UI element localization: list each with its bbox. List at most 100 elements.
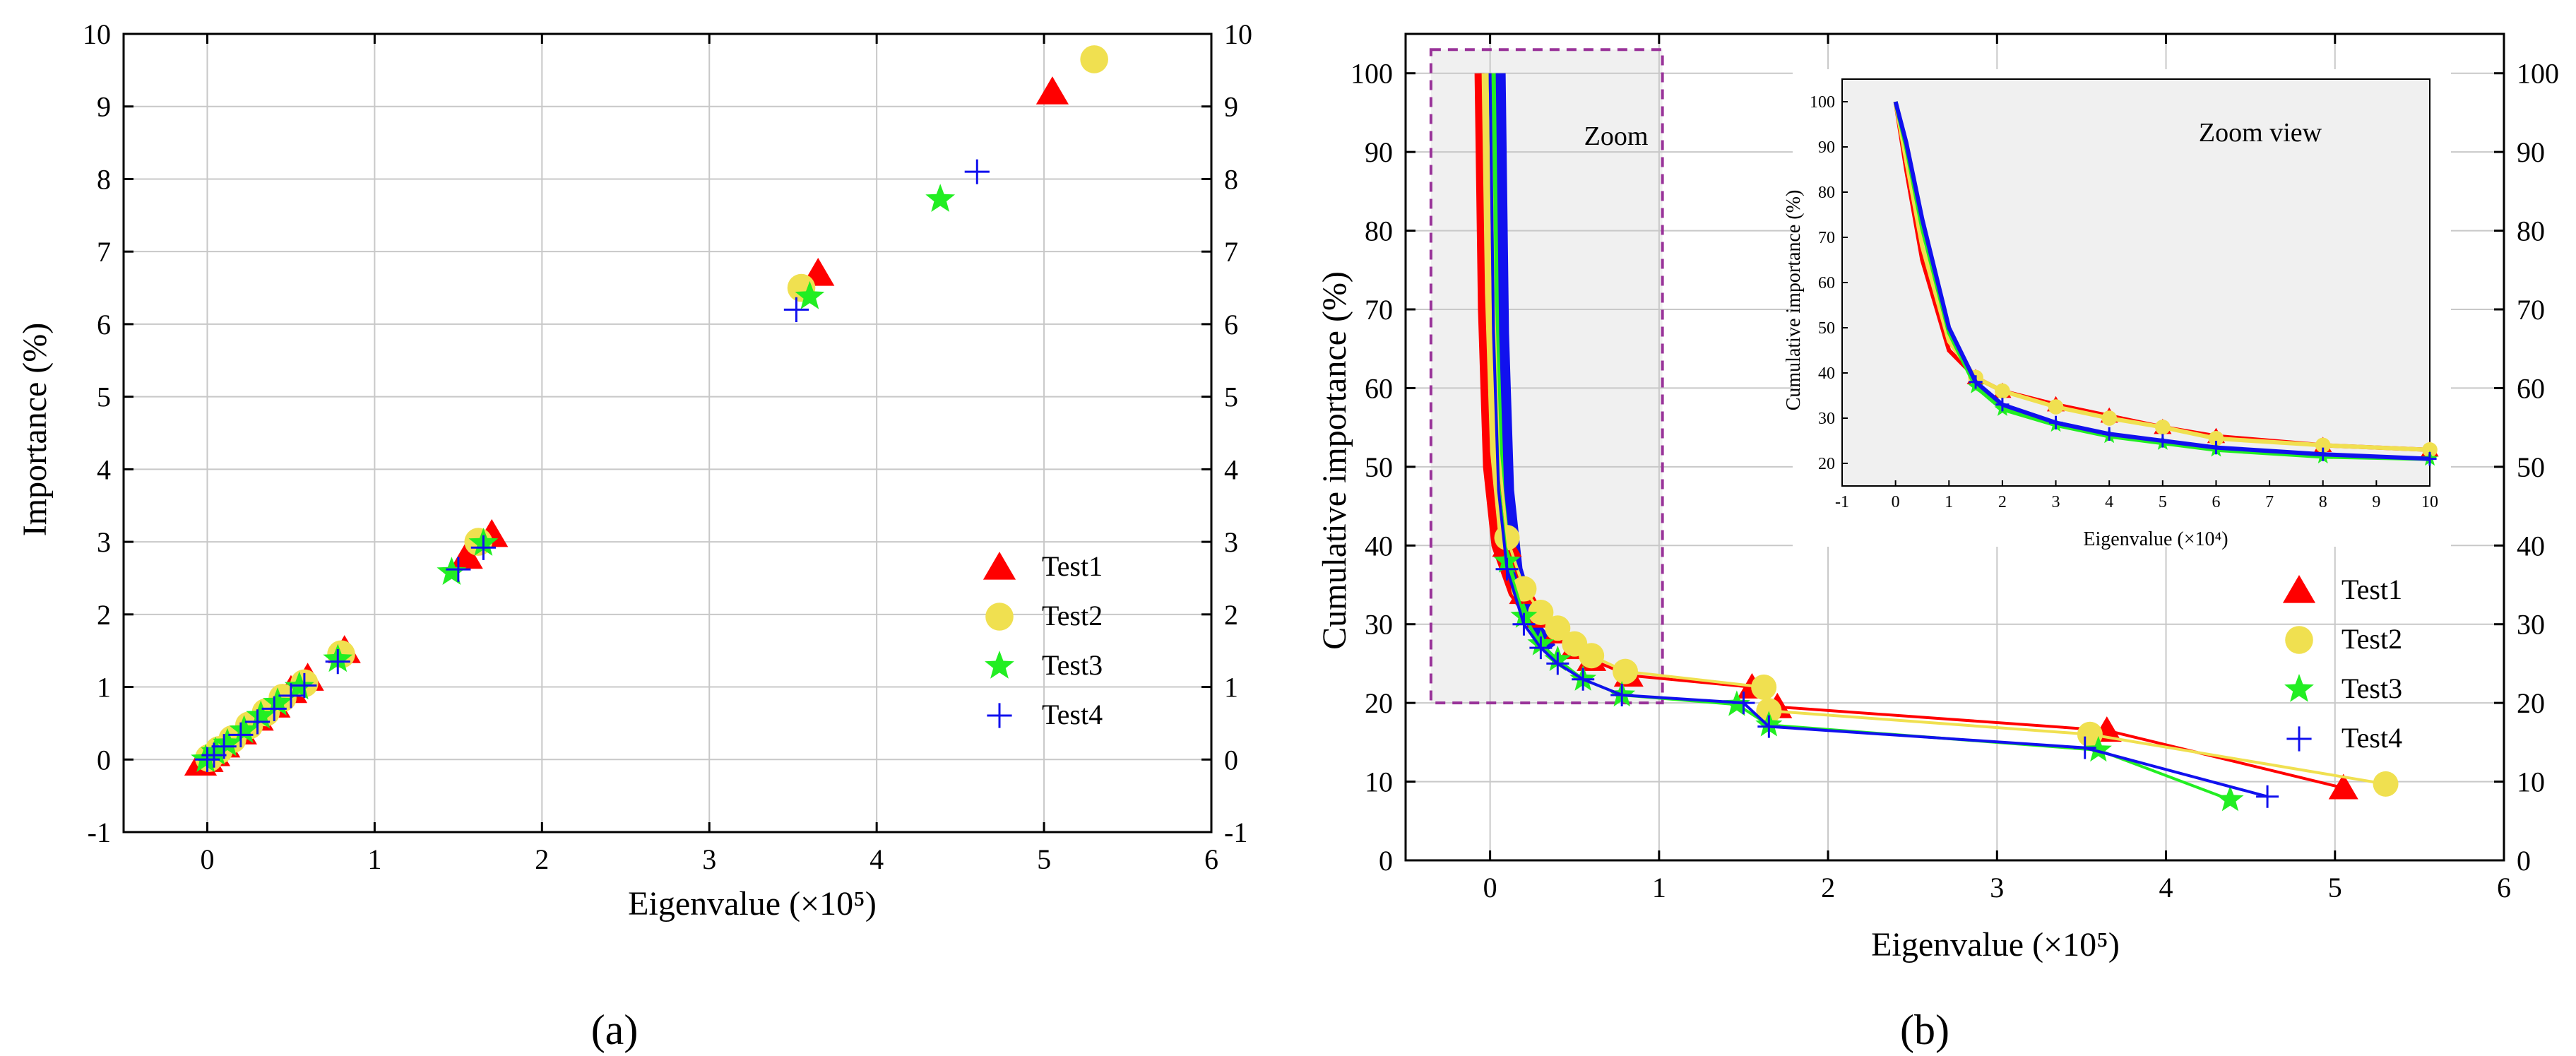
series-test2 bbox=[1488, 73, 2399, 797]
inset-y-tick-label: 20 bbox=[1818, 455, 1835, 473]
series-test3 bbox=[191, 184, 956, 773]
y-tick-label-right: 6 bbox=[1224, 309, 1238, 340]
y-tick-label-right: 70 bbox=[2517, 294, 2545, 326]
y-tick-label: -1 bbox=[88, 817, 111, 848]
y-tick-label: 9 bbox=[97, 91, 111, 123]
inset-data-point bbox=[2422, 442, 2438, 458]
y-tick-label-right: 50 bbox=[2517, 451, 2545, 483]
panel-a-ylabel: Importance (%) bbox=[16, 323, 54, 537]
y-tick-label-right: 7 bbox=[1224, 236, 1238, 268]
inset-x-tick-label: 8 bbox=[2319, 493, 2327, 511]
panel-b-inset: -1 0 1 2 3 4 5 6 7 8 9 10 20 30 40 50 60 70 80 90 100 bbox=[1793, 69, 2451, 547]
y-tick-label: 0 bbox=[97, 744, 111, 776]
y-tick-label: 70 bbox=[1365, 294, 1393, 326]
legend-marker bbox=[2286, 726, 2312, 752]
legend-marker bbox=[2282, 575, 2316, 603]
inset-ylabel: Cumulative importance (%) bbox=[1783, 190, 1805, 411]
inset-data-point bbox=[2102, 427, 2116, 441]
y-tick-label: 20 bbox=[1365, 687, 1393, 719]
y-tick-label: 100 bbox=[1351, 58, 1393, 90]
x-tick-label: 3 bbox=[702, 843, 716, 875]
y-tick-label-right: -1 bbox=[1224, 817, 1247, 848]
y-tick-label-right: 8 bbox=[1224, 163, 1238, 195]
data-point bbox=[244, 709, 271, 735]
data-point bbox=[1610, 684, 1634, 706]
x-tick-label: 3 bbox=[1990, 872, 2004, 903]
data-point bbox=[2077, 721, 2103, 747]
data-point bbox=[795, 280, 825, 309]
data-point bbox=[964, 159, 990, 184]
y-tick-label-right: 10 bbox=[1224, 18, 1252, 50]
y-tick-label: 40 bbox=[1365, 530, 1393, 562]
inset-x-tick-label: 6 bbox=[2212, 493, 2220, 511]
legend-marker bbox=[985, 603, 1014, 631]
inset-data-point bbox=[2423, 452, 2437, 466]
inset-y-tick-label: 90 bbox=[1818, 138, 1835, 157]
y-tick-label-right: 30 bbox=[2517, 609, 2545, 641]
inset-y-tick-label: 60 bbox=[1818, 274, 1835, 292]
inset-y-tick-label: 70 bbox=[1818, 229, 1835, 247]
data-point bbox=[1546, 652, 1569, 675]
inset-y-tick-label: 100 bbox=[1810, 93, 1835, 112]
zoom-box-fill bbox=[1430, 49, 1663, 704]
inset-y-tick-label: 30 bbox=[1818, 410, 1835, 428]
y-tick-label-right: 80 bbox=[2517, 215, 2545, 247]
data-point bbox=[325, 648, 350, 675]
y-tick-label: 50 bbox=[1365, 451, 1393, 483]
inset-x-tick-label: 5 bbox=[2159, 493, 2167, 511]
legend-marker bbox=[2285, 626, 2313, 654]
plot-frame bbox=[1404, 32, 2505, 862]
data-point bbox=[1757, 715, 1781, 738]
x-tick-label: 1 bbox=[1652, 872, 1666, 903]
y-tick-label-right: 40 bbox=[2517, 530, 2545, 562]
inset-x-tick-label: 10 bbox=[2421, 493, 2438, 511]
series-test4 bbox=[1488, 73, 2279, 808]
panel-b-xlabel: Eigenvalue (×10⁵) bbox=[1871, 926, 2120, 963]
x-tick-label: 2 bbox=[535, 843, 549, 875]
y-tick-label: 8 bbox=[97, 163, 111, 195]
zoom-box-label: Zoom bbox=[1584, 121, 1649, 151]
series-test4 bbox=[194, 159, 990, 772]
y-tick-label: 0 bbox=[1379, 845, 1393, 877]
legend-entry: Test1 bbox=[2341, 574, 2402, 605]
x-tick-label: 4 bbox=[869, 843, 884, 875]
inset-x-tick-label: -1 bbox=[1835, 493, 1849, 511]
y-tick-label: 90 bbox=[1365, 136, 1393, 168]
data-point bbox=[1494, 525, 1520, 551]
data-point bbox=[1495, 557, 1519, 581]
inset-x-tick-label: 4 bbox=[2105, 493, 2113, 511]
data-point bbox=[446, 557, 471, 582]
y-tick-label: 30 bbox=[1365, 609, 1393, 641]
legend-marker bbox=[987, 703, 1012, 728]
x-tick-label: 0 bbox=[200, 843, 214, 875]
panel-a-label: (a) bbox=[591, 1007, 639, 1053]
y-tick-label-right: 0 bbox=[1224, 744, 1238, 776]
y-tick-label-right: 2 bbox=[1224, 599, 1238, 631]
inset-data-point bbox=[2209, 441, 2224, 455]
y-tick-label-right: 100 bbox=[2517, 58, 2559, 90]
inset-x-tick-label: 3 bbox=[2052, 493, 2060, 511]
legend-entry: Test4 bbox=[1042, 699, 1103, 730]
data-point bbox=[201, 737, 231, 765]
x-tick-label: 6 bbox=[2497, 872, 2511, 903]
data-point bbox=[292, 672, 317, 699]
inset-series-test4 bbox=[1893, 101, 2437, 466]
inset-data-point bbox=[2048, 415, 2063, 429]
legend-entry: Test1 bbox=[1042, 550, 1103, 582]
data-point bbox=[470, 535, 496, 560]
y-tick-label: 1 bbox=[97, 672, 111, 704]
data-point bbox=[263, 687, 292, 716]
data-point bbox=[437, 557, 467, 585]
data-point bbox=[2073, 736, 2096, 759]
legend-marker bbox=[2284, 674, 2314, 702]
data-point bbox=[201, 742, 227, 768]
panel-b-ylabel: Cumulative importance (%) bbox=[1316, 271, 1353, 650]
data-point bbox=[1529, 636, 1553, 660]
inset-data-point bbox=[2156, 434, 2170, 448]
inset-title: Zoom view bbox=[2199, 118, 2322, 148]
inset-x-tick-label: 2 bbox=[1998, 493, 2007, 511]
data-point bbox=[2084, 736, 2112, 762]
data-point bbox=[1579, 643, 1605, 669]
inset-data-point bbox=[1969, 375, 1983, 389]
zoom-box-border bbox=[1429, 48, 1664, 705]
